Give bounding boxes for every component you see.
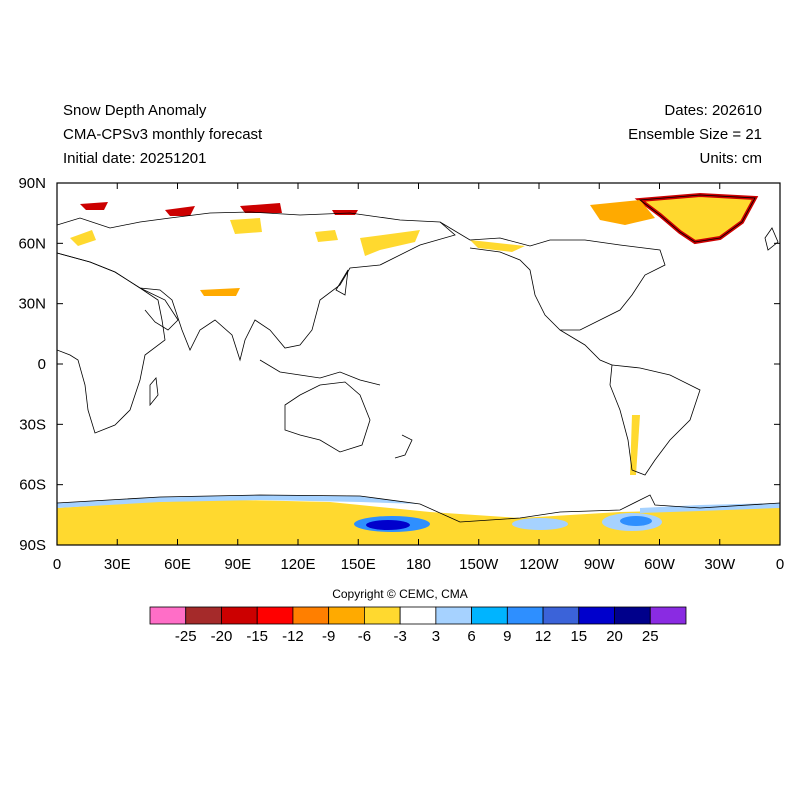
latitude-label: 30N [18, 296, 46, 313]
latitude-labels: 90N 60N 30N 0 30S 60S 90S [18, 175, 46, 554]
latitude-label: 60S [19, 477, 46, 494]
south-america-coast [609, 364, 701, 476]
longitude-label: 0 [776, 556, 784, 573]
antarctica-coast [57, 494, 780, 523]
tibet-orange-field [200, 288, 240, 296]
units-label: Units: cm [699, 150, 762, 167]
madagascar-coast [149, 377, 159, 407]
latitude-label: 60N [18, 235, 46, 252]
map-title: Snow Depth Anomaly [63, 102, 207, 119]
longitude-label: 60W [644, 556, 676, 573]
longitude-label: 180 [406, 556, 431, 573]
longitude-label: 90W [584, 556, 616, 573]
central-america-coast [559, 329, 613, 366]
greenland-yellow-field [640, 195, 755, 242]
north-america-coast [439, 221, 666, 331]
coastlines [57, 194, 780, 523]
longitude-label: 30E [104, 556, 131, 573]
latitude-label: 0 [38, 356, 46, 373]
initial-date: Initial date: 20251201 [63, 150, 207, 167]
longitude-label: 150E [341, 556, 376, 573]
siberia-yellow-field [230, 218, 262, 234]
indonesia-coast [259, 359, 381, 386]
central-asia-yellow-field [315, 230, 338, 242]
arabia-coast [139, 287, 179, 331]
arctic-canada-orange-field [590, 200, 655, 225]
longitude-label: 30W [704, 556, 736, 573]
antarctica-dark-blue-patch-ross [366, 520, 410, 530]
map-background [57, 183, 780, 545]
uk-coast [764, 227, 779, 251]
greenland-coast [638, 194, 756, 243]
east-siberia-yellow-field [360, 230, 420, 256]
antarctica-light-blue-edge [57, 495, 420, 508]
latitude-label: 90S [19, 537, 46, 554]
longitude-label: 0 [53, 556, 61, 573]
antarctica-blue-core-weddell [620, 516, 652, 526]
longitude-labels: 0 30E 60E 90E 120E 150E 180 150W 120W 90W 60W 30W 0 [53, 556, 784, 573]
latitude-label: 90N [18, 175, 46, 192]
axis-ticks [56, 182, 781, 546]
eurasia-coast [57, 211, 456, 362]
forecast-dates: Dates: 202610 [664, 102, 762, 119]
longitude-label: 90E [224, 556, 251, 573]
japan-coast [335, 269, 349, 296]
longitude-label: 120W [519, 556, 559, 573]
latitude-label: 30S [19, 416, 46, 433]
scandinavia-yellow-field [70, 230, 96, 246]
australia-coast [284, 381, 371, 453]
alaska-yellow-field [470, 240, 525, 252]
andes-yellow-field [630, 415, 640, 475]
longitude-label: 150W [459, 556, 499, 573]
antarctica-blue-patch-west [512, 518, 568, 530]
longitude-label: 60E [164, 556, 191, 573]
ensemble-size: Ensemble Size = 21 [628, 126, 762, 143]
copyright-notice: Copyright © CEMC, CMA [332, 587, 468, 601]
model-name: CMA-CPSv3 monthly forecast [63, 126, 263, 143]
new-zealand-coast [394, 434, 413, 459]
longitude-label: 120E [280, 556, 315, 573]
